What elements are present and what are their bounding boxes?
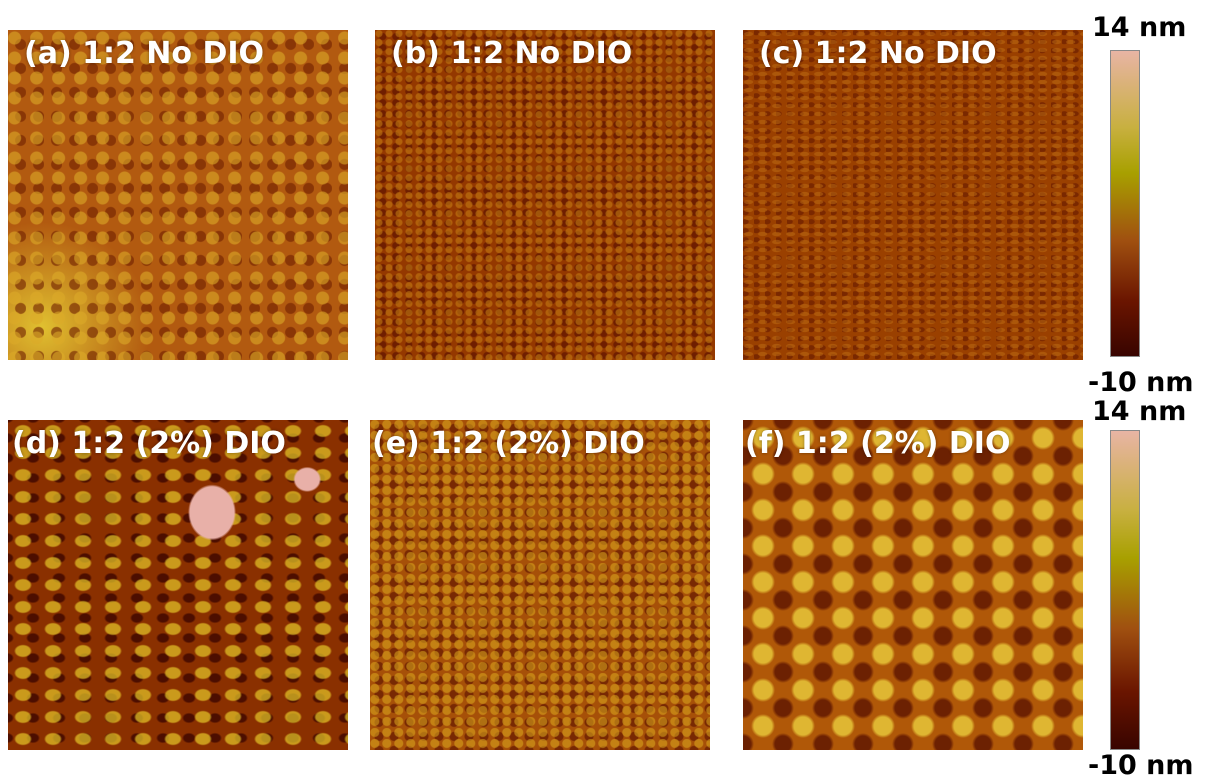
panel-label: (d) 1:2 (2%) DIO [12,426,286,461]
panel-label: (b) 1:2 No DIO [391,36,632,71]
afm-image: (a) 1:2 No DIO [8,30,348,360]
colorbar-max-label: 14 nm [1092,12,1186,43]
afm-image: (e) 1:2 (2%) DIO [370,420,710,750]
afm-image: (f) 1:2 (2%) DIO [743,420,1083,750]
panel-label: (a) 1:2 No DIO [24,36,264,71]
panel-label: (f) 1:2 (2%) DIO [745,426,1010,461]
colorbar-max-label: 14 nm [1092,396,1186,427]
colorbar-min-label: -10 nm [1088,750,1194,781]
panel-label: (e) 1:2 (2%) DIO [372,426,645,461]
afm-image: (b) 1:2 No DIO [375,30,715,360]
colorbar-min-label: -10 nm [1088,367,1194,398]
afm-image: (c) 1:2 No DIO [743,30,1083,360]
colorbar [1110,430,1140,750]
afm-image: (d) 1:2 (2%) DIO [8,420,348,750]
panel-label: (c) 1:2 No DIO [759,36,997,71]
colorbar [1110,50,1140,357]
figure: (a) 1:2 No DIO (b) 1:2 No DIO (c) 1:2 No… [0,0,1205,780]
